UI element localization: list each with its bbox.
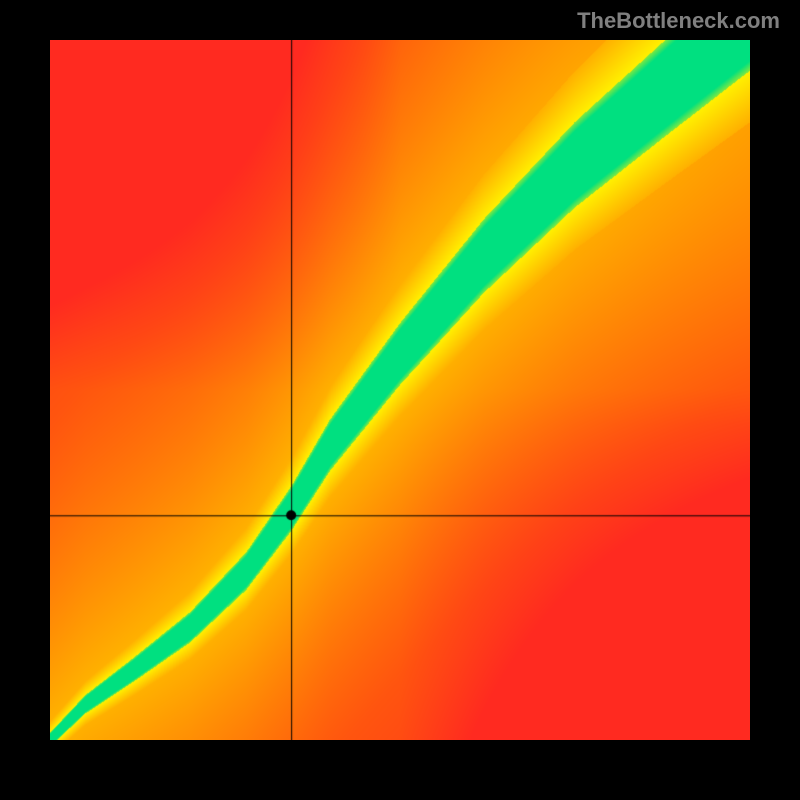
watermark-text: TheBottleneck.com bbox=[577, 8, 780, 34]
bottleneck-heatmap bbox=[50, 40, 750, 740]
figure-container: TheBottleneck.com bbox=[0, 0, 800, 800]
